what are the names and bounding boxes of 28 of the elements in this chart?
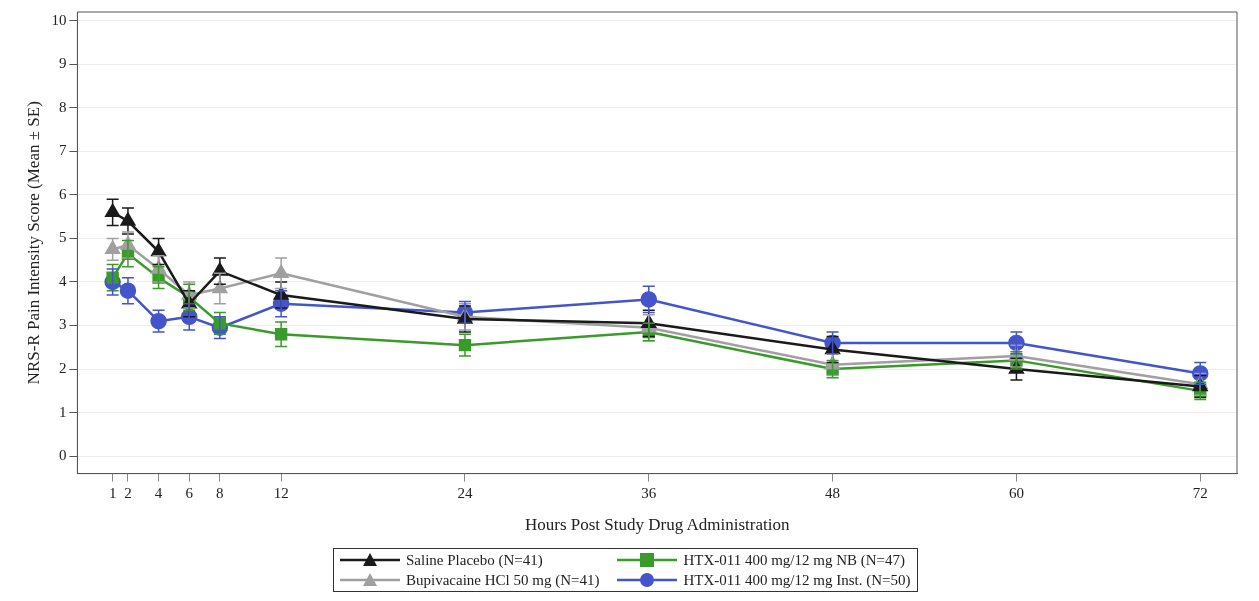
x-tick-label: 36	[641, 484, 657, 501]
legend-label: Bupivacaine HCl 50 mg (N=41)	[406, 571, 600, 590]
y-tick-label: 5	[58, 229, 67, 246]
x-tick-label: 48	[825, 484, 841, 501]
y-tick-label: 10	[51, 11, 67, 28]
x-tick-label: 2	[124, 484, 132, 501]
y-tick-label: 3	[58, 316, 67, 333]
x-tick-label: 1	[108, 484, 117, 501]
x-tick-label: 4	[154, 484, 163, 501]
y-tick-label: 0	[58, 447, 67, 464]
y-axis-title: NRS-R Pain Intensity Score (Mean ± SE)	[23, 101, 43, 385]
x-tick-label: 72	[1192, 484, 1208, 501]
x-tick-label: 60	[1008, 484, 1024, 501]
y-tick-label: 9	[58, 55, 67, 72]
y-tick-label: 1	[58, 403, 67, 420]
legend-label: HTX-011 400 mg/12 mg Inst. (N=50)	[683, 571, 911, 590]
y-tick-label: 2	[58, 360, 67, 377]
y-tick-label: 7	[58, 142, 67, 159]
y-tick-label: 4	[58, 272, 67, 289]
x-tick-label: 12	[273, 484, 289, 501]
legend-label: Saline Placebo (N=41)	[406, 551, 543, 570]
x-tick-label: 8	[216, 484, 224, 501]
y-tick-label: 8	[58, 98, 67, 115]
x-axis-title: Hours Post Study Drug Administration	[524, 515, 790, 535]
legend-label: HTX-011 400 mg/12 mg NB (N=47)	[683, 551, 906, 570]
x-tick-label: 6	[185, 484, 194, 501]
x-tick-label: 24	[457, 484, 473, 501]
y-tick-label: 6	[58, 185, 67, 202]
